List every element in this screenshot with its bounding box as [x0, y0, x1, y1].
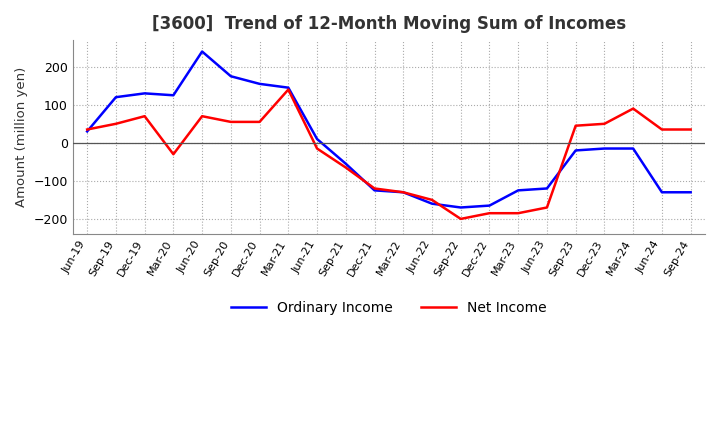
Net Income: [572, 123, 580, 128]
Net Income: [341, 165, 350, 170]
Net Income: [169, 152, 178, 157]
Net Income: [456, 216, 465, 222]
Ordinary Income: [169, 93, 178, 98]
Net Income: [112, 121, 120, 126]
Net Income: [686, 127, 695, 132]
Net Income: [284, 87, 292, 92]
Line: Net Income: Net Income: [87, 90, 690, 219]
Ordinary Income: [227, 73, 235, 79]
Net Income: [140, 114, 149, 119]
Y-axis label: Amount (million yen): Amount (million yen): [15, 67, 28, 207]
Ordinary Income: [256, 81, 264, 87]
Ordinary Income: [341, 161, 350, 166]
Ordinary Income: [399, 190, 408, 195]
Ordinary Income: [600, 146, 608, 151]
Net Income: [428, 197, 436, 202]
Ordinary Income: [686, 190, 695, 195]
Ordinary Income: [572, 148, 580, 153]
Ordinary Income: [629, 146, 637, 151]
Net Income: [370, 186, 379, 191]
Net Income: [657, 127, 666, 132]
Ordinary Income: [543, 186, 552, 191]
Net Income: [485, 211, 494, 216]
Ordinary Income: [198, 49, 207, 54]
Ordinary Income: [140, 91, 149, 96]
Net Income: [198, 114, 207, 119]
Net Income: [629, 106, 637, 111]
Net Income: [227, 119, 235, 125]
Ordinary Income: [284, 85, 292, 90]
Net Income: [256, 119, 264, 125]
Net Income: [399, 190, 408, 195]
Line: Ordinary Income: Ordinary Income: [87, 51, 690, 208]
Ordinary Income: [657, 190, 666, 195]
Net Income: [312, 146, 321, 151]
Net Income: [600, 121, 608, 126]
Legend: Ordinary Income, Net Income: Ordinary Income, Net Income: [226, 295, 552, 320]
Ordinary Income: [112, 95, 120, 100]
Net Income: [514, 211, 523, 216]
Title: [3600]  Trend of 12-Month Moving Sum of Incomes: [3600] Trend of 12-Month Moving Sum of I…: [152, 15, 626, 33]
Ordinary Income: [485, 203, 494, 208]
Net Income: [543, 205, 552, 210]
Ordinary Income: [428, 201, 436, 206]
Ordinary Income: [370, 188, 379, 193]
Ordinary Income: [514, 188, 523, 193]
Ordinary Income: [456, 205, 465, 210]
Ordinary Income: [312, 136, 321, 142]
Net Income: [83, 127, 91, 132]
Ordinary Income: [83, 129, 91, 134]
